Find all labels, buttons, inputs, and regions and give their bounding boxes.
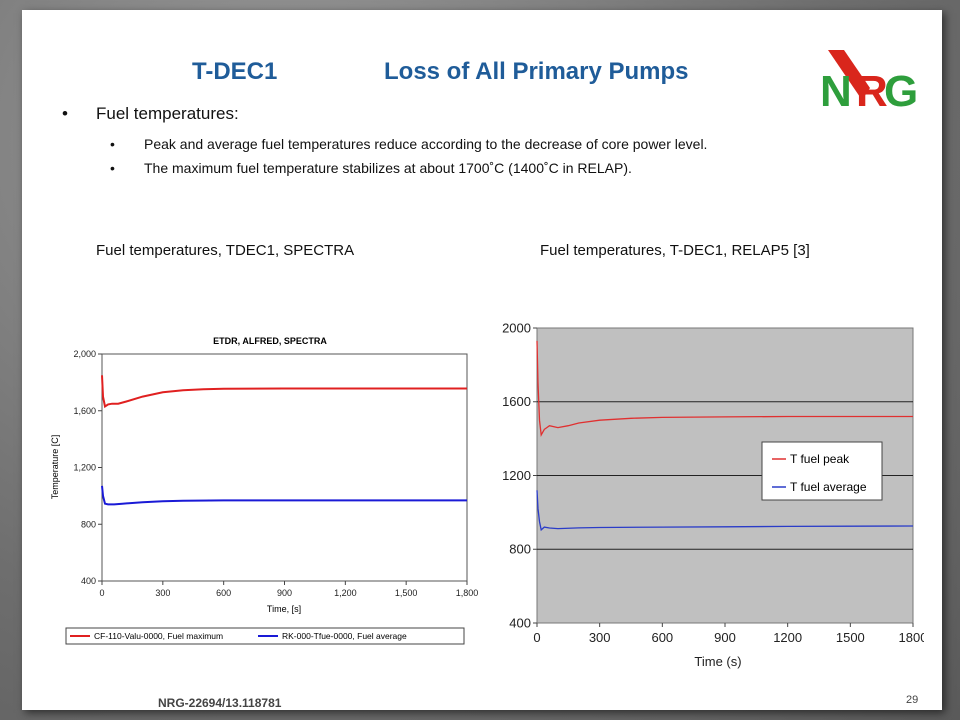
caption-right-chart: Fuel temperatures, T-DEC1, RELAP5 [3] bbox=[540, 242, 810, 259]
spectra-x-tick-label: 300 bbox=[155, 588, 170, 598]
relap-x-tick-label: 600 bbox=[651, 630, 673, 645]
relap-y-tick-label: 1600 bbox=[502, 394, 531, 409]
spectra-x-tick-label: 900 bbox=[277, 588, 292, 598]
spectra-y-tick-label: 2,000 bbox=[73, 349, 96, 359]
bullet-main: • Fuel temperatures: bbox=[62, 104, 239, 123]
relap-y-tick-label: 2000 bbox=[502, 320, 531, 335]
spectra-x-tick-label: 0 bbox=[99, 588, 104, 598]
spectra-chart-title: ETDR, ALFRED, SPECTRA bbox=[213, 336, 327, 346]
relap-legend bbox=[761, 441, 883, 501]
footer-doc-id: NRG-22694/13.118781 bbox=[158, 696, 282, 710]
relap-chart: 400 800 1200 1600 2000 0 300 600 900 1200 1500 1800… bbox=[482, 314, 924, 670]
bullet-sub-1: • Peak and average fuel temperatures redu… bbox=[110, 136, 708, 152]
relap-x-tick-label: 300 bbox=[589, 630, 611, 645]
relap-x-tick-label: 0 bbox=[533, 630, 540, 645]
bullet-sub-2: • The maximum fuel temperature stabilizes… bbox=[110, 160, 632, 176]
spectra-y-axis-label: Temperature [C] bbox=[50, 435, 60, 500]
spectra-y-tick-label: 1,200 bbox=[73, 463, 96, 473]
relap-y-tick-label: 1200 bbox=[502, 468, 531, 483]
slide-title-code: T-DEC1 bbox=[192, 58, 278, 85]
relap-x-tick-label: 1800 bbox=[899, 630, 924, 645]
nrg-logo: N R G bbox=[820, 50, 918, 112]
spectra-legend-label-avg: RK-000-Tfue-0000, Fuel average bbox=[282, 631, 407, 641]
relap-y-tick-label: 800 bbox=[509, 542, 531, 557]
spectra-series-1 bbox=[101, 485, 467, 506]
page-number: 29 bbox=[906, 694, 919, 706]
spectra-x-tick-label: 1,500 bbox=[395, 588, 418, 598]
spectra-x-tick-label: 600 bbox=[216, 588, 231, 598]
relap-legend-label-avg: T fuel average bbox=[790, 480, 867, 494]
slide-title: Loss of All Primary Pumps bbox=[384, 58, 689, 85]
spectra-y-tick-label: 800 bbox=[81, 519, 96, 529]
relap-y-tick-label: 400 bbox=[509, 615, 531, 630]
svg-text:G: G bbox=[884, 67, 918, 112]
relap-x-tick-label: 1500 bbox=[836, 630, 865, 645]
spectra-y-tick-label: 1,600 bbox=[73, 406, 96, 416]
svg-text:R: R bbox=[856, 67, 888, 112]
spectra-y-tick-label: 400 bbox=[81, 576, 96, 586]
caption-left-chart: Fuel temperatures, TDEC1, SPECTRA bbox=[96, 242, 355, 259]
svg-text:N: N bbox=[820, 67, 852, 112]
relap-x-tick-label: 900 bbox=[714, 630, 736, 645]
relap-legend-label-peak: T fuel peak bbox=[790, 452, 850, 466]
relap-series-0 bbox=[536, 340, 913, 437]
spectra-x-tick-label: 1,200 bbox=[334, 588, 357, 598]
spectra-series-0 bbox=[101, 375, 467, 409]
spectra-x-axis-label: Time, [s] bbox=[267, 604, 301, 614]
relap-x-tick-label: 1200 bbox=[773, 630, 802, 645]
spectra-chart: ETDR, ALFRED, SPECTRA 400 800 1,200 1,600 2,… bbox=[40, 324, 480, 664]
relap-series-1 bbox=[536, 490, 914, 532]
relap-x-axis-label: Time (s) bbox=[694, 654, 741, 669]
spectra-legend-label-max: CF-110-Valu-0000, Fuel maximum bbox=[94, 631, 223, 641]
spectra-x-tick-label: 1,800 bbox=[456, 588, 479, 598]
